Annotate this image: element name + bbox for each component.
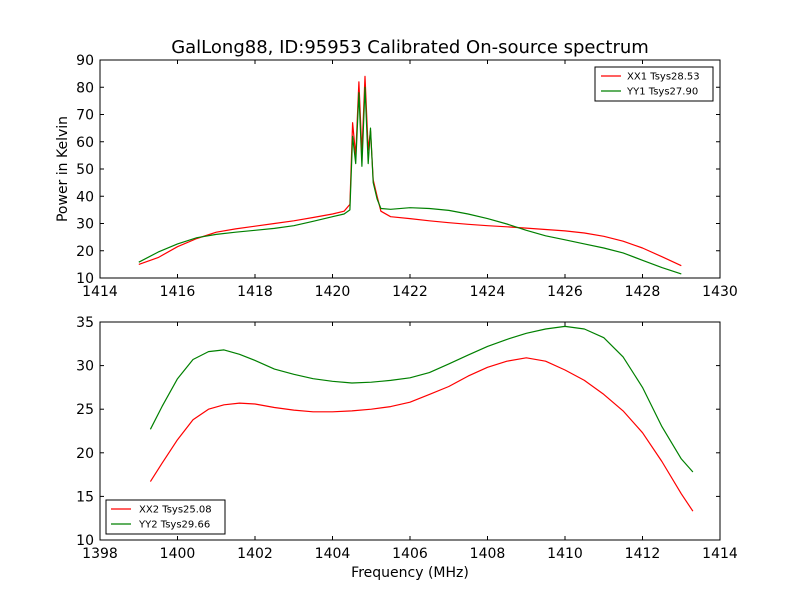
top-y-tick-label: 70 <box>76 108 94 124</box>
x-axis-label: Frequency (MHz) <box>351 565 469 581</box>
bottom-x-tick-label: 1412 <box>625 546 661 562</box>
bottom-x-tick-label: 1402 <box>237 546 273 562</box>
top-y-tick-label: 10 <box>76 271 94 287</box>
top-x-tick-label: 1426 <box>547 284 583 300</box>
bottom-y-tick-label: 20 <box>76 446 94 462</box>
top-legend-label-xx1: XX1 Tsys28.53 <box>627 72 700 83</box>
top-y-tick-label: 80 <box>76 80 94 96</box>
top-y-tick-label: 40 <box>76 189 94 205</box>
top-legend-box <box>594 66 714 102</box>
top-x-tick-label: 1420 <box>315 284 351 300</box>
bottom-x-tick-label: 1414 <box>702 546 738 562</box>
top-spectrum-plot: 1414 1416 1418 1420 1422 1424 1426 1428 1430 10 20… <box>55 53 738 300</box>
top-y-tick-label: 30 <box>76 217 94 233</box>
bottom-legend-label-yy2: YY2 Tsys29.66 <box>138 520 210 531</box>
bottom-x-tick-label: 1406 <box>392 546 428 562</box>
bottom-series-line-xx2 <box>149 357 694 512</box>
bottom-series-line-yy2 <box>149 325 694 473</box>
top-x-tick-label: 1418 <box>237 284 273 300</box>
top-x-tick-label: 1422 <box>392 284 428 300</box>
top-y-tick-label: 50 <box>76 162 94 178</box>
top-y-tick-label: 20 <box>76 244 94 260</box>
bottom-x-tick-label: 1408 <box>470 546 506 562</box>
top-x-tick-label: 1428 <box>625 284 661 300</box>
bottom-x-tick-label: 1404 <box>315 546 351 562</box>
bottom-legend-label-xx2: XX2 Tsys25.08 <box>139 505 212 516</box>
top-legend-label-yy1: YY1 Tsys27.90 <box>626 87 698 98</box>
bottom-legend-box <box>105 499 226 535</box>
top-y-axis-label: Power in Kelvin <box>55 116 71 222</box>
bottom-y-tick-label: 35 <box>76 315 94 331</box>
figure-title: GalLong88, ID:95953 Calibrated On-source… <box>171 37 649 58</box>
bottom-y-tick-label: 30 <box>76 359 94 375</box>
top-y-tick-label: 90 <box>76 53 94 69</box>
bottom-x-tick-label: 1410 <box>547 546 583 562</box>
bottom-y-tick-label: 15 <box>76 489 94 505</box>
bottom-plot-frame <box>99 321 721 541</box>
bottom-y-tick-label: 25 <box>76 402 94 418</box>
bottom-y-tick-label: 10 <box>76 533 94 549</box>
top-legend: XX1 Tsys28.53 YY1 Tsys27.90 <box>594 66 714 102</box>
top-plot-frame <box>99 59 721 279</box>
top-x-tick-label: 1430 <box>702 284 738 300</box>
bottom-x-tick-label: 1400 <box>160 546 196 562</box>
top-x-tick-label: 1414 <box>82 284 118 300</box>
bottom-spectrum-plot: 1398 1400 1402 1404 1406 1408 1410 1412 1414 10 15… <box>76 315 738 581</box>
bottom-legend: XX2 Tsys25.08 YY2 Tsys29.66 <box>105 499 226 535</box>
top-x-tick-label: 1416 <box>160 284 196 300</box>
bottom-x-tick-label: 1398 <box>82 546 118 562</box>
top-x-tick-label: 1424 <box>470 284 506 300</box>
top-y-tick-label: 60 <box>76 135 94 151</box>
top-series-line-yy1 <box>138 86 682 275</box>
